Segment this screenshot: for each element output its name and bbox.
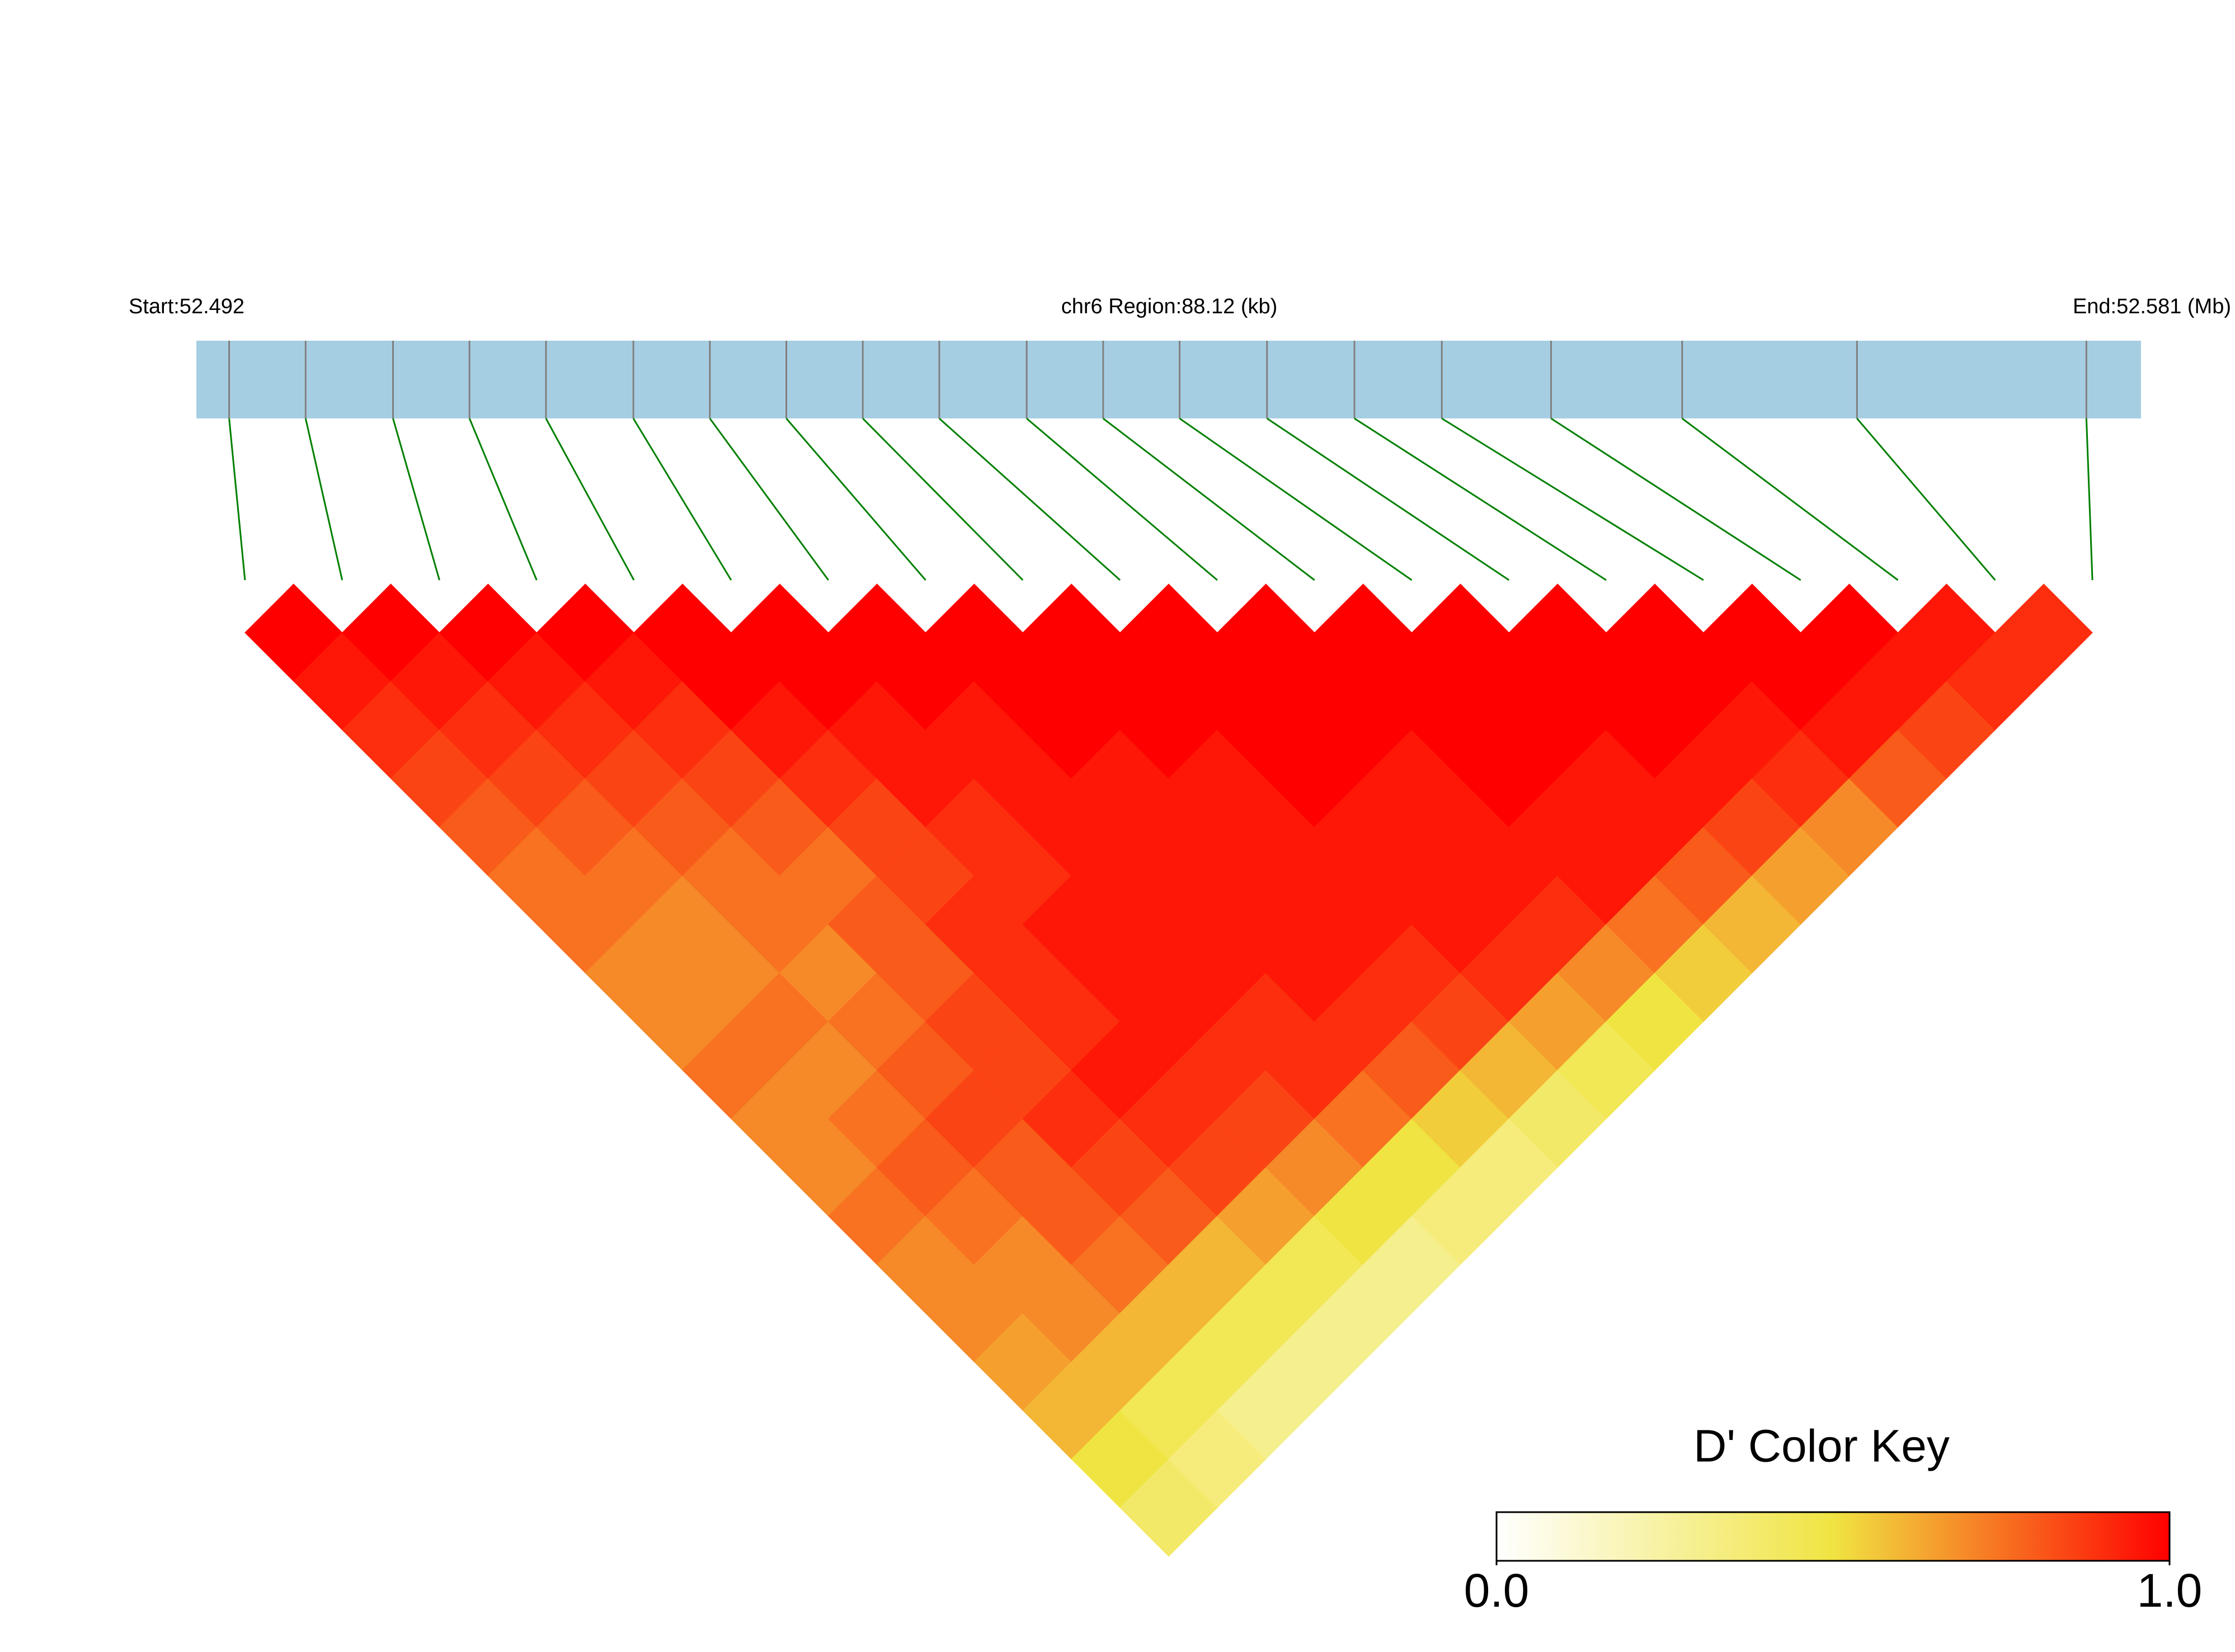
snp-connector — [709, 418, 829, 581]
colorbar-tick-label: 0.0 — [1464, 1564, 1530, 1617]
snp-connector — [938, 417, 1121, 581]
snp-connector — [862, 417, 1024, 581]
colorbar — [1495, 1511, 2171, 1562]
snp-connector — [1681, 417, 1899, 581]
snp-connector — [1550, 417, 1801, 581]
snp-connector — [1856, 418, 1996, 581]
snp-connector — [1179, 417, 1413, 581]
snp-connector — [1441, 417, 1704, 581]
snp-connector — [785, 418, 926, 581]
snp-connector — [1266, 417, 1510, 581]
snp-connector — [1102, 417, 1315, 581]
start-label: Start:52.492 — [129, 295, 244, 318]
ld-cell — [1994, 583, 2093, 682]
snp-connector — [2085, 418, 2093, 581]
colorbar-tick-label: 1.0 — [2137, 1564, 2203, 1617]
snp-connector — [228, 418, 246, 581]
end-label: End:52.581 (Mb) — [2073, 295, 2231, 318]
snp-connector — [1026, 417, 1218, 581]
snp-connector — [468, 418, 538, 581]
snp-connector — [304, 418, 344, 581]
snp-connector — [632, 418, 732, 581]
snp-connector — [392, 418, 440, 581]
colorbar-title: D' Color Key — [1693, 1421, 1950, 1472]
snp-connector — [1354, 417, 1607, 581]
snp-connector — [545, 418, 635, 581]
region-label: chr6 Region:88.12 (kb) — [1061, 295, 1278, 318]
snp-track — [196, 341, 2141, 418]
